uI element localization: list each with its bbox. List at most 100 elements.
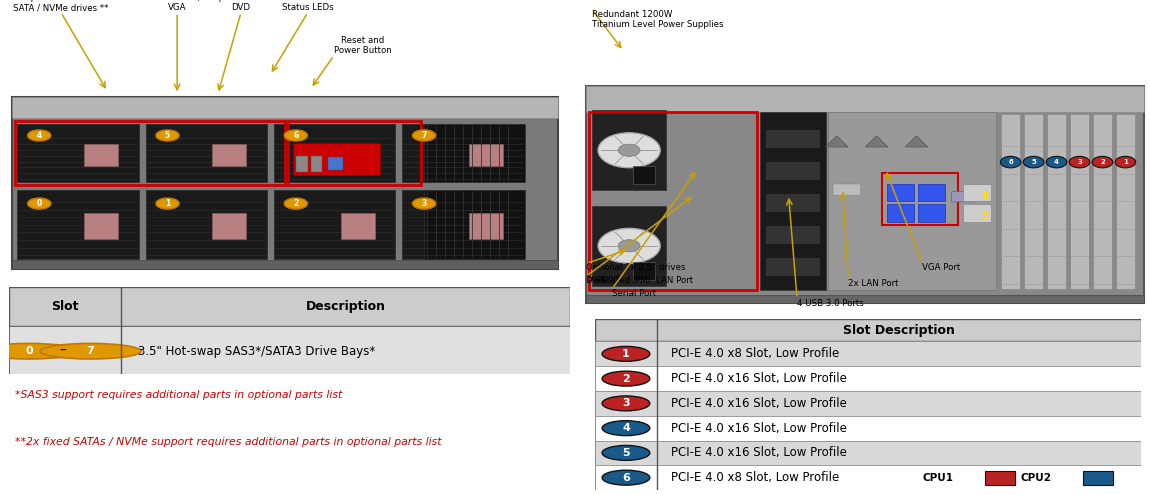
Circle shape: [603, 446, 650, 460]
Circle shape: [603, 421, 650, 436]
Bar: [1024, 114, 1043, 289]
Bar: [632, 166, 655, 184]
Bar: [595, 319, 1141, 342]
Circle shape: [1092, 156, 1113, 168]
Bar: [592, 110, 666, 191]
Text: Redundant 1200W
Titanium Level Power Supplies: Redundant 1200W Titanium Level Power Sup…: [592, 9, 723, 29]
Bar: [595, 465, 1141, 490]
Bar: [1070, 114, 1089, 289]
Bar: [469, 213, 503, 239]
Text: 4 USB 3.0 Ports: 4 USB 3.0 Ports: [797, 298, 864, 307]
Text: 1: 1: [1124, 159, 1128, 165]
Bar: [423, 124, 524, 182]
Circle shape: [603, 346, 650, 361]
Circle shape: [603, 396, 650, 411]
Text: 6: 6: [622, 473, 630, 483]
Bar: [632, 262, 655, 280]
Text: 5: 5: [164, 131, 170, 140]
Bar: [828, 112, 996, 290]
FancyBboxPatch shape: [833, 184, 861, 196]
Circle shape: [1070, 156, 1090, 168]
Text: Slot Description: Slot Description: [843, 324, 954, 337]
Text: 4: 4: [1055, 159, 1059, 165]
Bar: [766, 226, 820, 244]
Bar: [1083, 471, 1113, 485]
Circle shape: [598, 228, 660, 263]
Text: 2: 2: [622, 374, 630, 384]
Circle shape: [1116, 156, 1136, 168]
Bar: [17, 190, 139, 258]
Text: PCI-E 4.0 x8 Slot, Low Profile: PCI-E 4.0 x8 Slot, Low Profile: [672, 347, 840, 360]
Text: 3: 3: [1078, 159, 1082, 165]
Polygon shape: [826, 136, 849, 147]
Bar: [964, 184, 990, 201]
Bar: [213, 213, 246, 239]
Bar: [12, 260, 558, 269]
Text: 3: 3: [622, 398, 630, 408]
Circle shape: [28, 130, 51, 141]
Bar: [766, 162, 820, 180]
Text: 6: 6: [1009, 159, 1013, 165]
Bar: [9, 287, 570, 326]
Circle shape: [284, 198, 307, 209]
Bar: [887, 184, 914, 201]
Bar: [9, 326, 570, 374]
Circle shape: [40, 344, 141, 359]
Text: CPU1: CPU1: [922, 473, 953, 483]
Text: PCI-E 4.0 x16 Slot, Low Profile: PCI-E 4.0 x16 Slot, Low Profile: [672, 446, 846, 459]
Text: **2x fixed SATAs / NVMe support requires additional parts in optional parts list: **2x fixed SATAs / NVMe support requires…: [15, 437, 442, 447]
Bar: [274, 124, 396, 182]
Bar: [12, 97, 558, 118]
Text: –: –: [59, 344, 66, 358]
Bar: [1092, 114, 1112, 289]
Bar: [766, 194, 820, 212]
Text: CPU2: CPU2: [1021, 473, 1051, 483]
Circle shape: [413, 198, 436, 209]
Bar: [595, 416, 1141, 441]
Bar: [84, 144, 118, 166]
Bar: [586, 86, 1144, 112]
Bar: [586, 86, 1144, 303]
Circle shape: [598, 133, 660, 168]
Text: Serial Port: Serial Port: [612, 289, 657, 298]
Text: Dedicated IPMI  LAN Port: Dedicated IPMI LAN Port: [586, 276, 693, 285]
Text: PCI-E 4.0 x16 Slot, Low Profile: PCI-E 4.0 x16 Slot, Low Profile: [672, 372, 846, 385]
Bar: [297, 156, 308, 172]
Text: PCI-E 4.0 x16 Slot, Low Profile: PCI-E 4.0 x16 Slot, Low Profile: [672, 397, 846, 410]
Bar: [983, 217, 988, 220]
Bar: [1116, 114, 1135, 289]
Circle shape: [156, 198, 179, 209]
Bar: [288, 121, 421, 185]
Text: PCI-E 4.0 x16 Slot, Low Profile: PCI-E 4.0 x16 Slot, Low Profile: [672, 422, 846, 435]
Bar: [84, 213, 118, 239]
Text: Front USB,
VGA: Front USB, VGA: [154, 0, 200, 12]
Bar: [766, 130, 820, 148]
Bar: [15, 121, 285, 185]
Circle shape: [603, 371, 650, 386]
Polygon shape: [865, 136, 888, 147]
Text: 3.5" Hot-swap SAS3*/SATA3 Drive Bays*: 3.5" Hot-swap SAS3*/SATA3 Drive Bays*: [138, 345, 376, 358]
Text: 4: 4: [622, 423, 630, 433]
Text: Slot: Slot: [52, 300, 79, 313]
Bar: [12, 97, 558, 269]
Bar: [986, 471, 1015, 485]
Bar: [983, 192, 988, 195]
Bar: [340, 144, 375, 166]
Circle shape: [28, 198, 51, 209]
Circle shape: [1046, 156, 1067, 168]
Bar: [964, 204, 990, 222]
Text: 2x LAN Port: 2x LAN Port: [849, 279, 899, 289]
Text: PCI-E 4.0 x8 Slot, Low Profile: PCI-E 4.0 x8 Slot, Low Profile: [672, 471, 840, 484]
Bar: [887, 204, 914, 222]
Text: 5: 5: [1032, 159, 1036, 165]
FancyBboxPatch shape: [951, 192, 975, 202]
Text: 3: 3: [421, 199, 427, 208]
Bar: [760, 112, 826, 290]
Bar: [402, 190, 523, 258]
Circle shape: [619, 144, 641, 156]
Circle shape: [619, 240, 641, 252]
Text: Status LEDs: Status LEDs: [282, 3, 334, 12]
Bar: [592, 205, 666, 286]
Circle shape: [413, 130, 436, 141]
Bar: [595, 342, 1141, 366]
